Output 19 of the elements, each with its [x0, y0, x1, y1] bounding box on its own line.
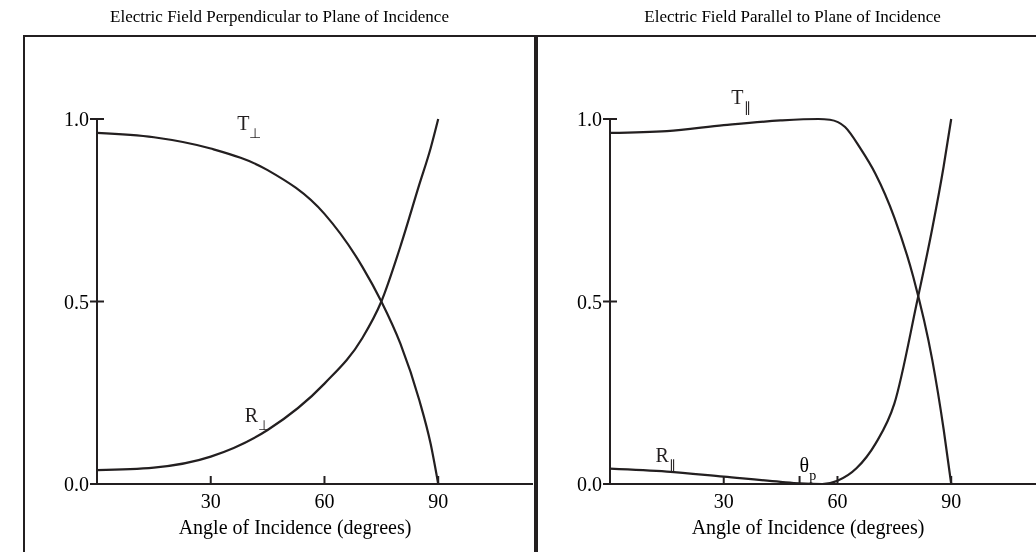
- y-tick-label: 0.5: [64, 290, 89, 313]
- y-tick-label: 1.0: [64, 108, 89, 130]
- chart-title: Electric Field Perpendicular to Plane of Incidence: [110, 7, 449, 26]
- x-tick-label: 60: [314, 490, 335, 512]
- y-tick-label: 0.5: [577, 290, 602, 313]
- y-tick-label: 0.0: [577, 473, 602, 495]
- series-label: T$_{∥}$: [731, 86, 751, 115]
- x-tick-label: 90: [428, 490, 449, 512]
- x-tick-label: 60: [827, 490, 848, 512]
- x-tick-label: 30: [713, 490, 734, 512]
- x-axis-title: Angle of Incidence (degrees): [178, 516, 412, 539]
- chart-title: Electric Field Parallel to Plane of Incidence: [644, 7, 941, 26]
- x-tick-label: 90: [941, 490, 962, 512]
- x-tick-label: 30: [200, 490, 221, 512]
- y-tick-label: 0.0: [64, 473, 89, 495]
- annotation: θ$_{p}$: [799, 454, 817, 483]
- y-tick-label: 1.0: [577, 108, 602, 130]
- series-label: T$_{⊥}$: [237, 111, 262, 141]
- x-axis-title: Angle of Incidence (degrees): [691, 516, 925, 539]
